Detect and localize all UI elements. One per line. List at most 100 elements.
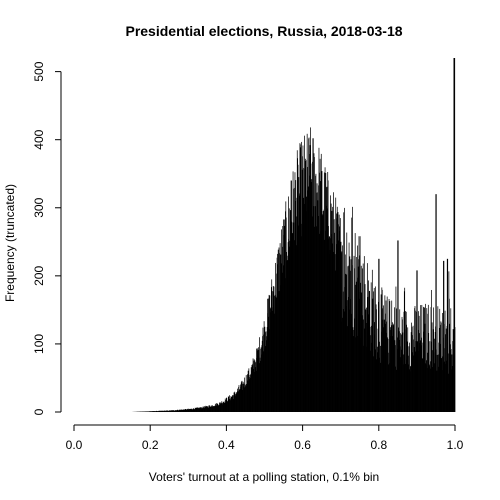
histogram-bar [409,371,411,412]
y-axis-label: Frequency (truncated) [3,184,17,302]
histogram-bar [178,409,180,412]
histogram-bar [380,294,382,412]
histogram-bar [451,369,452,412]
histogram-bar [307,166,308,412]
histogram-bar [426,308,428,412]
histogram-bar [402,332,404,412]
histogram-bar [353,255,355,412]
histogram-bar [247,370,249,412]
histogram-bar [450,308,452,412]
histogram-bar [433,352,435,412]
histogram-bar [232,395,233,412]
histogram-bar [398,339,400,412]
histogram-bar [182,409,183,412]
histogram-bar [381,287,383,412]
histogram-bar [437,370,438,412]
histogram-bar [246,383,247,412]
histogram-bar [390,327,391,412]
histogram-bar [294,187,295,412]
histogram-bar [430,368,431,412]
histogram-bar [182,410,184,412]
histogram-bar [422,358,423,412]
histogram-bar [379,357,381,412]
histogram-spike [309,145,311,412]
histogram-bar [266,340,267,412]
histogram-bar [245,375,247,412]
histogram-bar [348,242,350,412]
histogram-bar [210,407,212,412]
histogram-bar [291,222,293,412]
histogram-bar [300,236,302,412]
histogram-bar [408,355,409,412]
histogram-bar [267,298,269,412]
histogram-bar [431,322,433,412]
histogram-bar [376,309,377,412]
histogram-bar [214,405,216,412]
histogram-bar [364,284,366,412]
histogram-bar [200,407,202,412]
histogram-bar [368,280,369,412]
histogram-bar [367,297,369,412]
histogram-bar [421,342,423,412]
histogram-bar [219,402,220,412]
histogram-bar [211,405,212,412]
histogram-bar [155,411,157,412]
histogram-bar [326,208,328,412]
histogram-bar [281,229,282,412]
histogram-bar [354,233,356,412]
histogram-bar [283,234,285,412]
histogram-bar [223,401,225,412]
histogram-bar [163,410,164,412]
histogram-bar [400,333,401,412]
histogram-bar [350,298,351,412]
histogram-bar [363,319,364,412]
histogram-bar [352,329,354,412]
histogram-bar [405,363,407,412]
histogram-bar [162,410,164,412]
histogram-bar [149,411,150,412]
histogram-bar [222,402,224,412]
histogram-bar [249,379,250,412]
histogram-bar [350,313,352,412]
histogram-bar [210,406,211,412]
histogram-bar [333,251,335,412]
histogram-bar [193,408,195,412]
histogram-bar [408,346,410,412]
histogram-bar [206,406,207,412]
histogram-spike [443,260,445,412]
histogram-bar [214,403,216,412]
histogram-bar [283,219,285,412]
histogram-bar [218,405,220,412]
histogram-bar [298,195,300,412]
histogram-bar [377,352,379,412]
histogram-bar [216,405,218,412]
histogram-bar [357,266,359,412]
histogram-bar [341,317,343,412]
y-axis: 0 100 200 300 400 500 [32,61,62,415]
histogram-bar [419,340,421,412]
histogram-bar [183,409,185,412]
histogram-bar [402,354,404,412]
histogram-bar [154,411,155,412]
histogram-bar [412,325,414,412]
histogram-bar [335,218,337,412]
x-axis-label: Voters' turnout at a polling station, 0.… [149,470,379,484]
histogram-bar [316,183,318,412]
histogram-bar [427,368,428,412]
histogram-bar [389,330,391,412]
histogram-bar [381,331,382,412]
histogram-bar [343,212,345,412]
histogram-bar [210,406,212,412]
histogram-bar [286,260,288,412]
histogram-bar [228,399,230,412]
histogram-bar [406,324,407,412]
histogram-bar [313,206,314,412]
histogram-bar [300,147,302,412]
histogram-bar [414,310,416,412]
histogram-bar [419,342,421,412]
histogram-bar [175,410,177,412]
histogram-bar [238,387,239,412]
histogram-bar [184,409,185,412]
histogram-bar [370,282,372,412]
histogram-bar [430,307,432,412]
